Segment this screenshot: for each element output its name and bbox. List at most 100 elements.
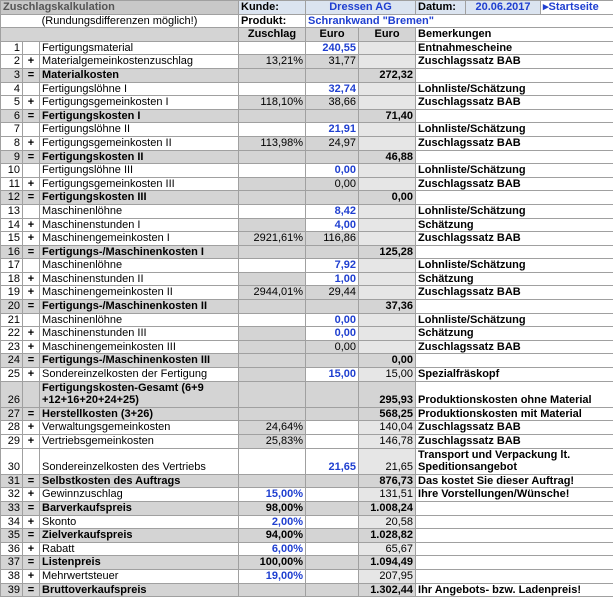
remark: Lohnliste/Schätzung [415,122,613,137]
remark: Lohnliste/Schätzung [415,203,613,219]
euro-total [358,285,417,301]
label: Fertigungs-/Maschinenkosten III [38,353,240,369]
rate: 19,00% [238,568,307,584]
row-number: 20 [0,299,23,314]
row-number: 8 [0,135,23,151]
rate: 6,00% [238,541,307,557]
euro-value [305,380,360,408]
euro-value: 38,66 [305,95,360,110]
sheet-title: Zuschlagskalkulation [0,0,240,15]
label: Fertigungslöhne II [38,122,240,137]
remark: Zuschlagssatz BAB [415,95,613,110]
rate [238,312,307,328]
row-number: 28 [0,420,23,435]
row-number: 12 [0,190,23,205]
operator: = [22,528,40,543]
column-header: Zuschlag [238,27,307,42]
operator [22,203,40,219]
row: 31 = Selbstkosten des Auftrags 876,73 Das ko… [0,473,613,489]
euro-total [358,217,417,233]
label-note: (6+9 +12+16+20+24+25) [42,381,204,407]
euro-total: 1.302,44 [358,582,417,598]
euro-value [305,541,360,557]
rate: 94,00% [238,528,307,543]
row: 9 = Fertigungskosten II 46,88 [0,149,613,165]
operator: + [22,420,40,435]
operator: = [22,244,40,260]
row-number: 38 [0,568,23,584]
operator: + [22,176,40,192]
euro-total: 15,00 [358,367,417,382]
rate [238,326,307,341]
euro-value [305,568,360,584]
label: Fertigungs-/Maschinenkosten I [38,244,240,260]
remark: Zuschlagssatz BAB [415,434,613,449]
row: 6 = Fertigungskosten I 71,40 [0,108,613,124]
rate: 2944,01% [238,285,307,301]
remark [415,500,613,516]
label: Gewinnzuschlag [38,487,240,502]
label: Sondereinzelkosten der Fertigung [38,367,240,382]
remark: Ihr Angebots- bzw. Ladenpreis! [415,582,613,598]
row: 24 = Fertigungs-/Maschinenkosten III 0,00 [0,353,613,369]
operator [22,447,40,475]
remark: Transport und Verpackung lt. Speditionsa… [415,447,613,475]
euro-value [305,487,360,502]
row-number: 14 [0,217,23,233]
label: Maschinenlöhne [38,203,240,219]
euro-value: 32,74 [305,81,360,97]
row: 20 = Fertigungs-/Maschinenkosten II 37,36 [0,299,613,314]
column-header: Euro [358,27,417,42]
remark: Zuschlagssatz BAB [415,54,613,69]
row: 39 = Bruttoverkaufspreis 1.302,44 Ihr Angebo… [0,582,613,598]
rate [238,447,307,475]
rate [238,582,307,598]
remark: Lohnliste/Schätzung [415,163,613,178]
row-number: 5 [0,95,23,110]
rate [238,67,307,83]
operator [22,258,40,273]
label: Herstellkosten (3+26) [38,406,240,422]
row-number: 11 [0,176,23,192]
home-link[interactable]: Startseite [540,0,613,15]
label: Fertigungs-/Maschinenkosten II [38,299,240,314]
label: Zielverkaufspreis [38,528,240,543]
remark [415,568,613,584]
operator [22,122,40,137]
label: Materialgemeinkostenzuschlag [38,54,240,69]
row: 26 Fertigungskosten-Gesamt (6+9 +12+16+20… [0,380,613,408]
rate [238,339,307,355]
label: Verwaltungsgemeinkosten [38,420,240,435]
euro-total: 146,78 [358,434,417,449]
operator: = [22,149,40,165]
rate [238,149,307,165]
remark [415,353,613,369]
label: Maschinengemeinkosten II [38,285,240,301]
product: Schrankwand "Bremen" [305,13,613,29]
euro-total [358,271,417,287]
rate [238,203,307,219]
operator: = [22,582,40,598]
euro-total [358,258,417,273]
remark: Lohnliste/Schätzung [415,258,613,273]
operator [22,380,40,408]
operator: = [22,473,40,489]
remark: Produktionskosten ohne Material [415,380,613,408]
operator: + [22,285,40,301]
row: 21 Maschinenlöhne 0,00 Lohnliste/Schätzung [0,312,613,328]
row: 10 Fertigungslöhne III 0,00 Lohnliste/Schät… [0,163,613,178]
row: 25 + Sondereinzelkosten der Fertigung 15,00… [0,367,613,382]
label: Maschinenstunden II [38,271,240,287]
row: 28 + Verwaltungsgemeinkosten 24,64% 140,04 Zu… [0,420,613,435]
rate [238,380,307,408]
euro-total [358,135,417,151]
label: Fertigungskosten II [38,149,240,165]
operator: + [22,434,40,449]
euro-value [305,406,360,422]
remark [415,299,613,314]
operator: + [22,514,40,530]
operator: + [22,135,40,151]
euro-value [305,353,360,369]
